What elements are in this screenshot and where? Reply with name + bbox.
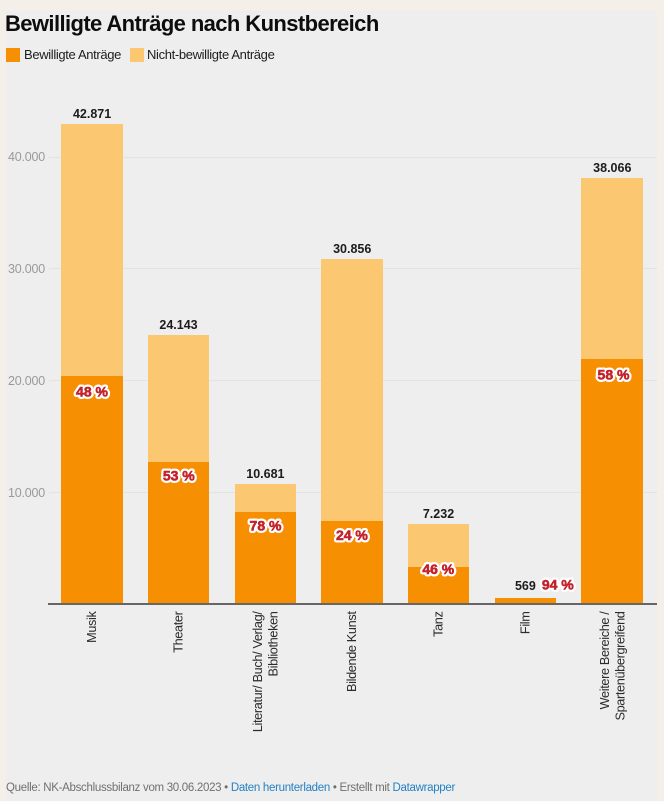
svg-text:46 %: 46 % bbox=[422, 561, 454, 577]
svg-text:48 %: 48 % bbox=[76, 384, 108, 400]
svg-text:53 %: 53 % bbox=[163, 468, 195, 484]
svg-text:94 %: 94 % bbox=[542, 576, 574, 592]
svg-text:Theater: Theater bbox=[171, 610, 185, 652]
svg-text:46 %: 46 % bbox=[422, 561, 454, 577]
svg-text:58 %: 58 % bbox=[598, 367, 630, 383]
svg-text:24 %: 24 % bbox=[336, 527, 368, 543]
svg-text:Tanz: Tanz bbox=[431, 612, 445, 637]
svg-text:Musik: Musik bbox=[85, 611, 99, 643]
svg-text:58 %: 58 % bbox=[598, 367, 630, 383]
svg-text:Spartenübergreifend: Spartenübergreifend bbox=[613, 611, 627, 720]
svg-text:94 %: 94 % bbox=[542, 576, 574, 592]
svg-text:Weitere Bereiche /: Weitere Bereiche / bbox=[598, 611, 612, 710]
svg-text:Film: Film bbox=[518, 612, 532, 635]
svg-text:53 %: 53 % bbox=[163, 468, 195, 484]
svg-text:48 %: 48 % bbox=[76, 384, 108, 400]
svg-text:Literatur/ Buch/ Verlag/: Literatur/ Buch/ Verlag/ bbox=[251, 611, 265, 732]
svg-text:24 %: 24 % bbox=[336, 527, 368, 543]
svg-text:Bibliotheken: Bibliotheken bbox=[267, 611, 281, 676]
svg-text:78 %: 78 % bbox=[250, 517, 282, 533]
svg-text:Bildende Kunst: Bildende Kunst bbox=[345, 611, 359, 692]
svg-text:78 %: 78 % bbox=[250, 517, 282, 533]
